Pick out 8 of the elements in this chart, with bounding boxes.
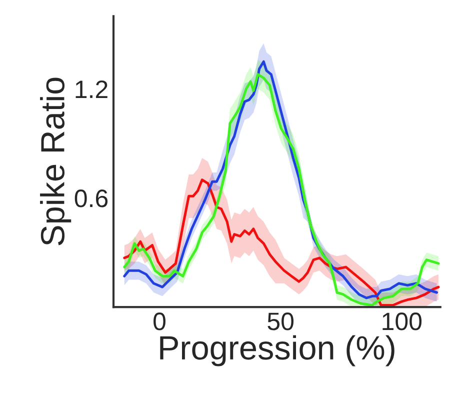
y-axis-title: Spike Ratio	[40, 78, 72, 246]
x-tick-label: 50	[268, 312, 294, 330]
y-tick-label: 1.2	[76, 80, 108, 98]
y-tick-label: 0.6	[74, 190, 108, 208]
x-axis-title: Progression (%)	[160, 335, 394, 366]
x-tick-label: 0	[154, 312, 166, 330]
x-tick-label: 100	[382, 312, 422, 330]
line-series	[123, 178, 440, 306]
